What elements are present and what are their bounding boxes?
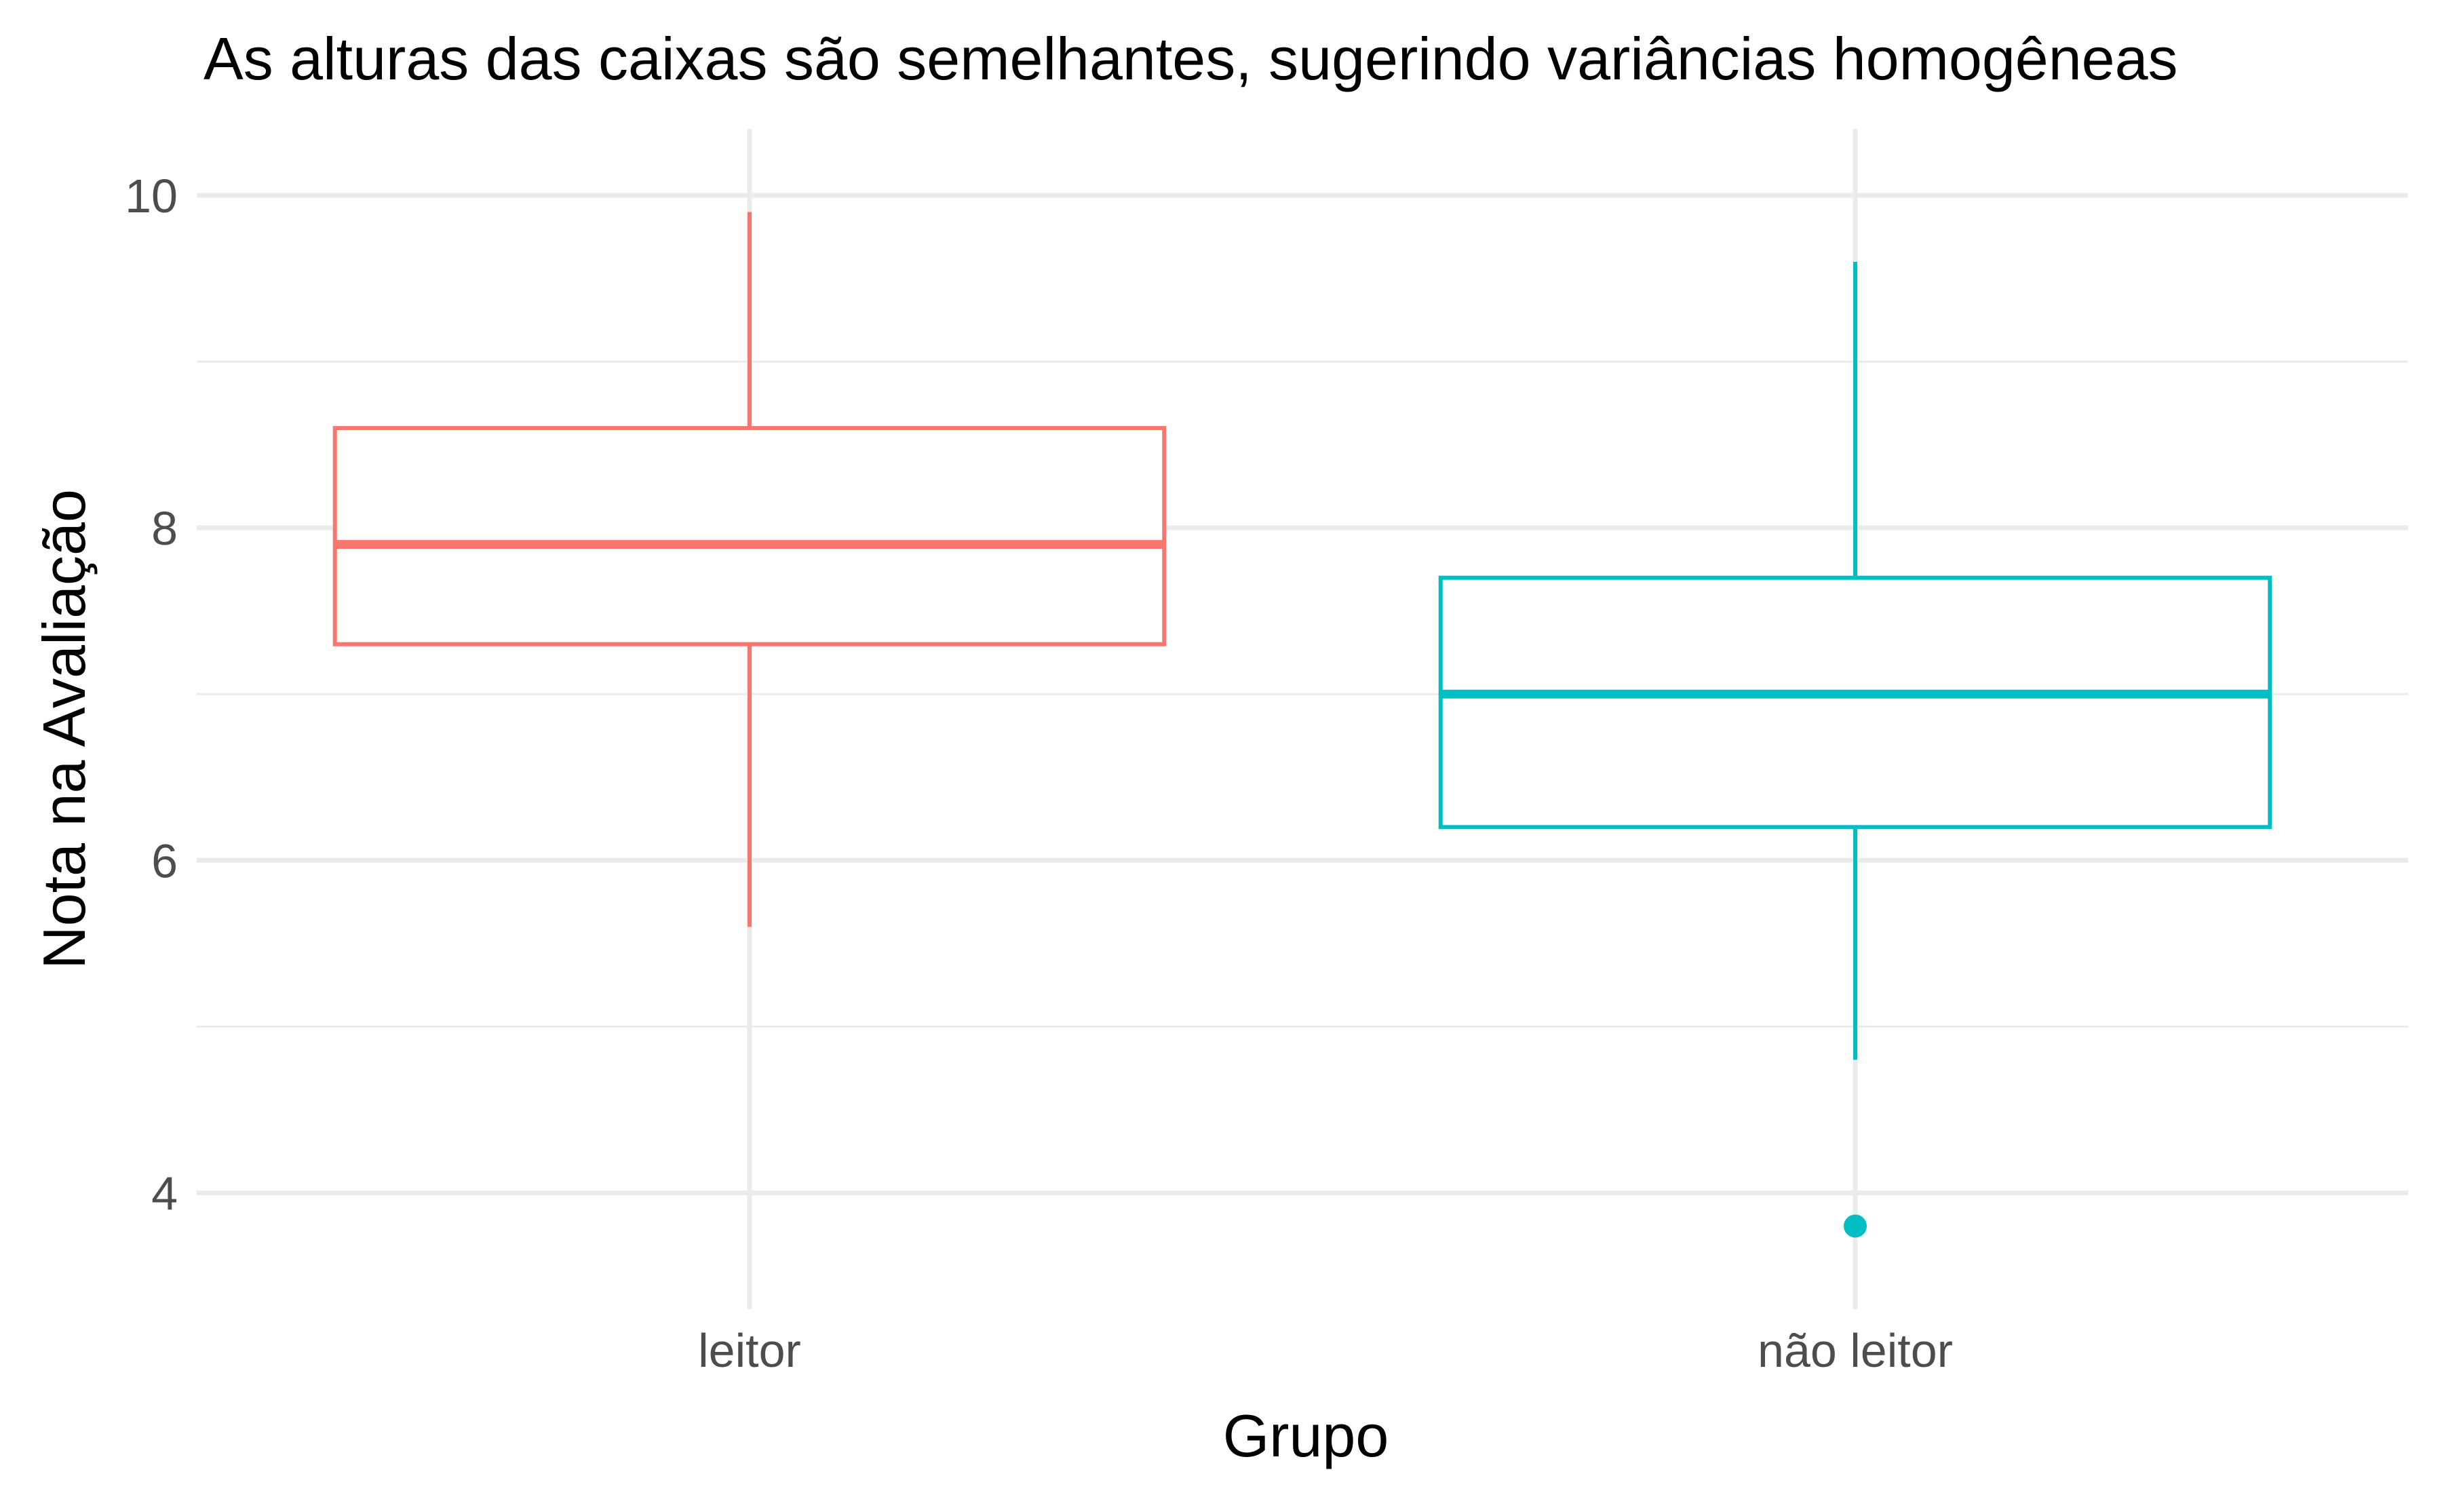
- box-group: [332, 212, 1167, 927]
- x-axis-title: Grupo: [1223, 1402, 1389, 1469]
- chart-title: As alturas das caixas são semelhantes, s…: [204, 25, 2178, 92]
- y-tick-label: 6: [151, 834, 178, 887]
- y-tick-label: 8: [151, 502, 178, 555]
- y-axis-title: Nota na Avaliação: [31, 489, 98, 969]
- y-tick-label: 10: [125, 170, 178, 222]
- box-group: [1438, 262, 2272, 1238]
- tick-layer: 4 6 8 10 leitor não leitor: [125, 170, 1953, 1377]
- box-layer: [332, 212, 2272, 1238]
- x-tick-label: leitor: [698, 1324, 801, 1377]
- box-iqr: [332, 426, 1167, 646]
- outlier-point: [1844, 1214, 1867, 1238]
- box-iqr: [1438, 575, 2272, 830]
- x-tick-label: não leitor: [1758, 1324, 1953, 1377]
- y-tick-label: 4: [151, 1167, 178, 1220]
